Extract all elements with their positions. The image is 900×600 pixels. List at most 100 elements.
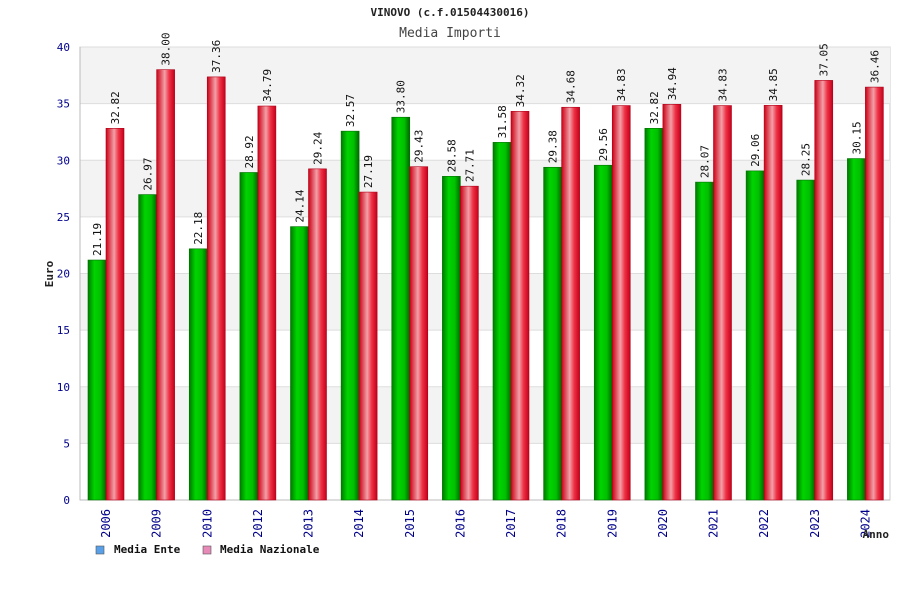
bar-media-ente-2014 bbox=[340, 130, 360, 501]
bar-media-ente-2010 bbox=[188, 248, 208, 501]
x-tick-label: 2024 bbox=[858, 509, 872, 538]
data-label: 22.18 bbox=[192, 212, 205, 245]
bar-media-ente-2006 bbox=[87, 259, 107, 501]
bar-media-nazionale-2013 bbox=[308, 168, 327, 501]
data-label: 29.38 bbox=[547, 130, 560, 163]
data-label: 29.43 bbox=[413, 130, 426, 163]
bar-media-nazionale-2022 bbox=[763, 105, 783, 501]
legend-swatch-media-ente bbox=[95, 545, 105, 555]
x-tick-label: 2023 bbox=[808, 509, 822, 538]
y-tick-label: 20 bbox=[57, 268, 70, 281]
bar-media-ente-2013 bbox=[290, 226, 309, 501]
data-label: 34.32 bbox=[514, 74, 527, 107]
data-label: 34.79 bbox=[261, 69, 274, 102]
bars bbox=[87, 69, 884, 501]
data-labels: 21.19 32.82 26.97 38.00 22.18 37.36 28.92 34.79… bbox=[91, 33, 881, 256]
data-label: 32.82 bbox=[109, 91, 122, 124]
legend-label-media-ente: Media Ente bbox=[114, 543, 181, 556]
y-tick-label: 5 bbox=[63, 437, 70, 450]
y-tick-label: 30 bbox=[57, 154, 70, 167]
bar-media-nazionale-2010 bbox=[206, 76, 226, 501]
bar-media-ente-2016 bbox=[442, 176, 461, 501]
chart-title: VINOVO (c.f.01504430016) bbox=[371, 6, 530, 19]
bar-media-ente-2023 bbox=[796, 179, 816, 501]
x-tick-label: 2019 bbox=[605, 509, 619, 538]
bar-media-nazionale-2019 bbox=[611, 105, 631, 501]
bar-media-ente-2018 bbox=[543, 166, 562, 501]
x-tick-label: 2014 bbox=[352, 509, 366, 538]
data-label: 28.07 bbox=[699, 145, 712, 178]
bar-media-ente-2024 bbox=[847, 158, 866, 501]
legend: Media Ente Media Nazionale bbox=[95, 543, 320, 556]
y-tick-label: 15 bbox=[57, 324, 70, 337]
x-tick-label: 2010 bbox=[200, 509, 214, 538]
y-axis-label: Euro bbox=[43, 260, 56, 287]
legend-swatch-media-nazionale bbox=[202, 545, 212, 555]
bar-media-ente-2009 bbox=[138, 194, 157, 501]
data-label: 34.68 bbox=[565, 70, 578, 103]
data-label: 34.83 bbox=[717, 68, 730, 101]
data-label: 34.94 bbox=[666, 67, 679, 100]
bar-media-nazionale-2009 bbox=[156, 69, 175, 501]
data-label: 28.58 bbox=[445, 139, 458, 172]
y-tick-label: 25 bbox=[57, 211, 70, 224]
legend-label-media-nazionale: Media Nazionale bbox=[220, 543, 320, 556]
bar-media-ente-2012 bbox=[239, 172, 259, 501]
data-label: 34.83 bbox=[615, 68, 628, 101]
bar-media-nazionale-2012 bbox=[257, 105, 277, 501]
data-label: 33.80 bbox=[395, 80, 408, 113]
data-label: 29.24 bbox=[312, 131, 325, 164]
data-label: 30.15 bbox=[850, 121, 863, 154]
data-label: 29.56 bbox=[597, 128, 610, 161]
x-tick-label: 2006 bbox=[99, 509, 113, 538]
x-tick-label: 2018 bbox=[555, 509, 569, 538]
x-tick-label: 2020 bbox=[656, 509, 670, 538]
chart-subtitle: Media Importi bbox=[399, 26, 501, 41]
bar-media-nazionale-2020 bbox=[662, 104, 682, 501]
data-label: 32.57 bbox=[344, 94, 357, 127]
data-label: 28.25 bbox=[800, 143, 813, 176]
data-label: 37.36 bbox=[210, 40, 223, 73]
y-tick-label: 0 bbox=[63, 494, 70, 507]
data-label: 21.19 bbox=[91, 223, 104, 256]
y-axis-ticks: 0 5 10 15 20 25 30 35 40 bbox=[57, 41, 70, 507]
y-tick-label: 10 bbox=[57, 381, 70, 394]
bar-media-nazionale-2017 bbox=[510, 111, 530, 501]
bar-media-ente-2022 bbox=[745, 170, 765, 501]
bar-media-nazionale-2018 bbox=[561, 106, 580, 501]
data-label: 26.97 bbox=[142, 157, 155, 190]
y-tick-label: 35 bbox=[57, 98, 70, 111]
x-tick-label: 2021 bbox=[707, 509, 721, 538]
bar-media-ente-2020 bbox=[644, 128, 664, 501]
bar-media-ente-2015 bbox=[391, 116, 411, 501]
bar-media-nazionale-2024 bbox=[865, 86, 884, 501]
bar-media-ente-2021 bbox=[695, 181, 714, 501]
bar-media-nazionale-2014 bbox=[358, 191, 378, 501]
bar-media-nazionale-2023 bbox=[814, 80, 834, 501]
bar-media-ente-2017 bbox=[492, 142, 512, 501]
data-label: 27.19 bbox=[362, 155, 375, 188]
data-label: 38.00 bbox=[160, 33, 173, 66]
x-tick-label: 2012 bbox=[251, 509, 265, 538]
x-axis-label: Anno bbox=[863, 528, 890, 541]
x-tick-label: 2022 bbox=[757, 509, 771, 538]
bar-media-nazionale-2015 bbox=[409, 166, 429, 501]
data-label: 29.06 bbox=[749, 134, 762, 167]
data-label: 31.58 bbox=[496, 105, 509, 138]
data-label: 34.85 bbox=[767, 68, 780, 101]
bar-media-ente-2019 bbox=[593, 164, 613, 501]
data-label: 32.82 bbox=[648, 91, 661, 124]
x-tick-label: 2009 bbox=[150, 509, 164, 538]
data-label: 28.92 bbox=[243, 135, 256, 168]
bar-media-nazionale-2006 bbox=[105, 128, 125, 501]
bar-media-nazionale-2016 bbox=[460, 185, 479, 501]
x-tick-label: 2013 bbox=[302, 509, 316, 538]
x-axis-ticks: 2006 2009 2010 2012 2013 2014 2015 2016 2017 2018… bbox=[99, 509, 872, 538]
data-label: 27.71 bbox=[463, 149, 476, 182]
y-tick-label: 40 bbox=[57, 41, 70, 54]
x-tick-label: 2016 bbox=[453, 509, 467, 538]
data-label: 24.14 bbox=[294, 189, 307, 222]
x-tick-label: 2015 bbox=[403, 509, 417, 538]
data-label: 36.46 bbox=[868, 50, 881, 83]
